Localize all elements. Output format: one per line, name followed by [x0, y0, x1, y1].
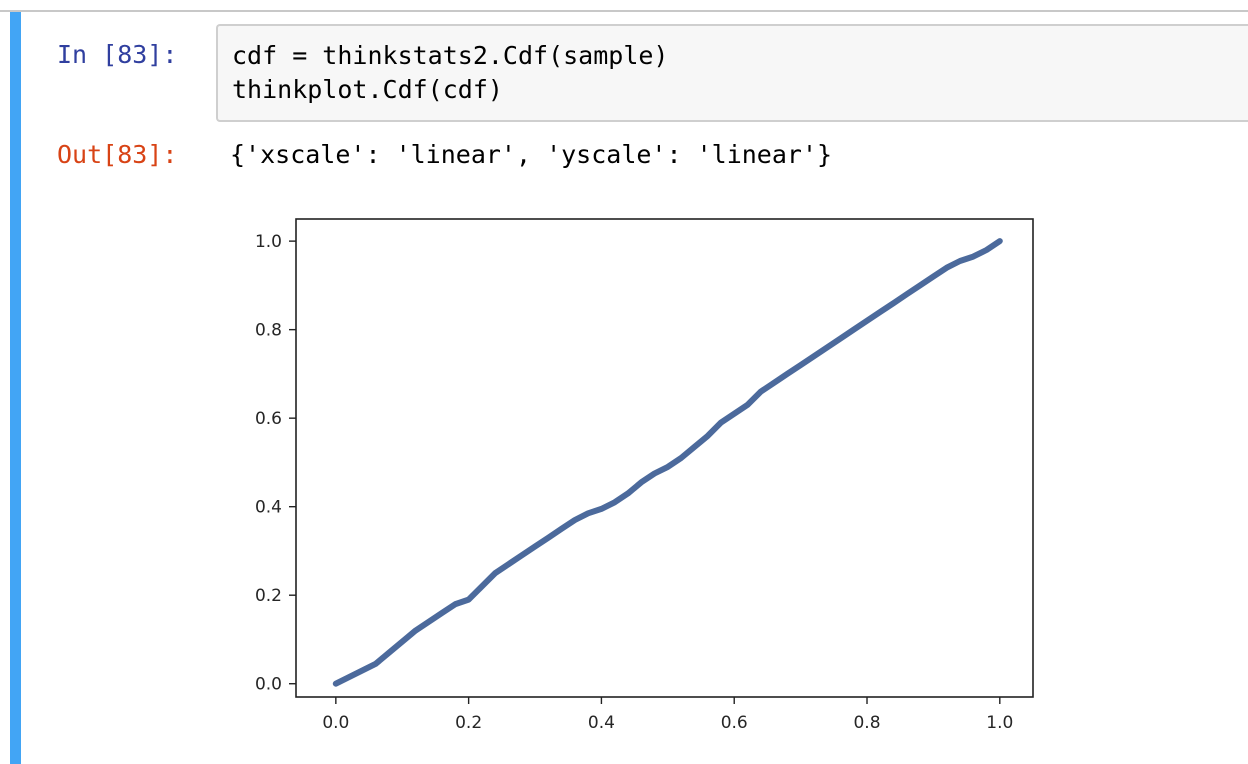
y-tick-label: 0.8 — [255, 321, 282, 341]
x-tick-label: 0.0 — [322, 713, 349, 733]
code-line: cdf = thinkstats2.Cdf(sample) — [232, 41, 669, 70]
code-input-area[interactable]: cdf = thinkstats2.Cdf(sample) thinkplot.… — [216, 24, 1248, 122]
cdf-series-line — [332, 238, 1003, 687]
x-tick-label: 0.6 — [721, 713, 748, 733]
output-text: {'xscale': 'linear', 'yscale': 'linear'} — [230, 140, 833, 169]
cell-top-divider — [0, 10, 1248, 12]
y-tick-label: 0.4 — [255, 498, 282, 518]
y-tick-label: 0.6 — [255, 409, 282, 429]
y-axis: 0.0 0.2 0.4 0.6 0.8 1.0 — [255, 232, 296, 695]
plot-frame — [295, 218, 1034, 698]
x-tick-label: 0.8 — [853, 713, 880, 733]
x-tick-label: 0.4 — [588, 713, 615, 733]
selected-cell-indicator[interactable] — [10, 12, 21, 764]
y-tick-label: 1.0 — [255, 232, 282, 252]
x-tick-label: 1.0 — [986, 713, 1013, 733]
output-prompt: Out[83]: — [57, 140, 178, 169]
x-tick-label: 0.2 — [455, 713, 482, 733]
x-axis: 0.0 0.2 0.4 0.6 0.8 1.0 — [322, 697, 1013, 733]
code-line: thinkplot.Cdf(cdf) — [232, 75, 503, 104]
y-tick-label: 0.2 — [255, 586, 282, 606]
y-tick-label: 0.0 — [255, 675, 282, 695]
input-prompt: In [83]: — [57, 40, 178, 69]
